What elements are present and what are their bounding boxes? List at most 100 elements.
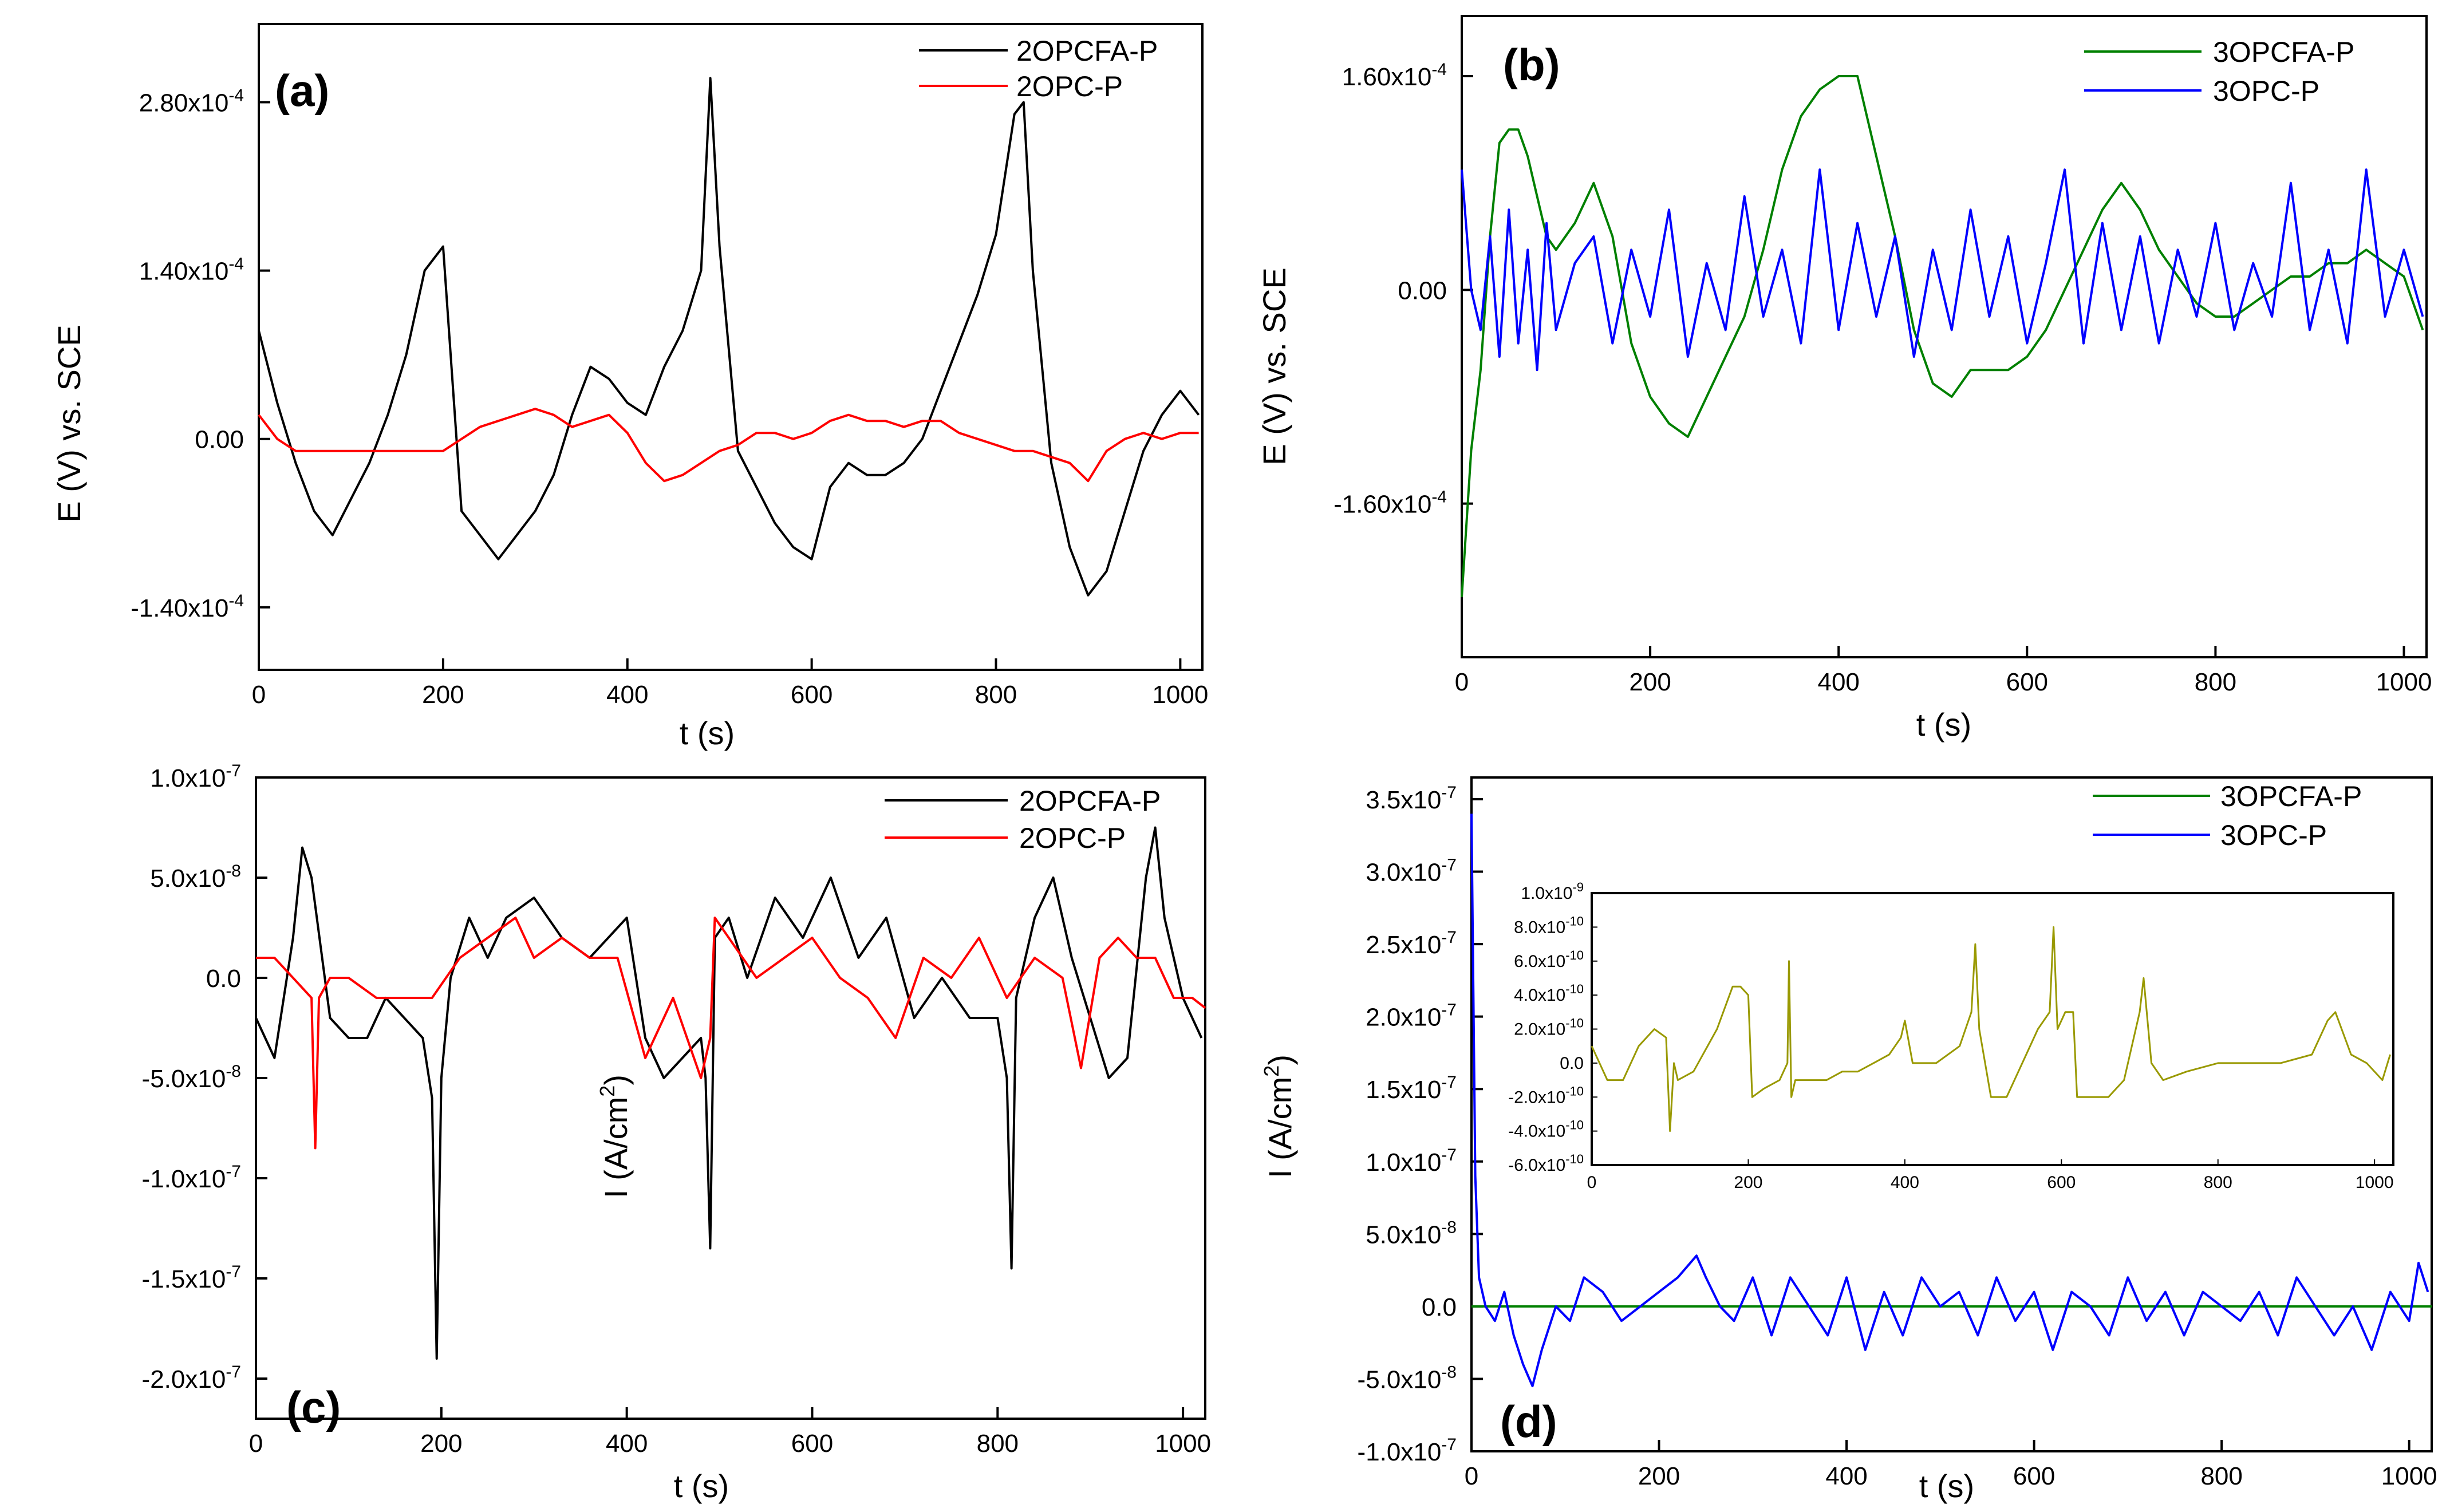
panel-d-ytick-label-8: 3.0x10-7: [1366, 856, 1457, 887]
panel-b-ytick-label-0-base: -1.60x10: [1334, 491, 1431, 519]
inset-series: [1591, 926, 2391, 1132]
panel-d-ylabel-exponent: 2: [1260, 1065, 1283, 1077]
panel-c-ylabel-exponent: 2: [595, 1085, 619, 1097]
panel-b-ytick-label-0-exponent: -4: [1431, 488, 1447, 507]
panel-d-ytick-label-4-exponent: -7: [1441, 1146, 1457, 1164]
panel-a-plot-area: 0 200 400 600 800 1000-1.40x10-40.001.40x10-4…: [131, 23, 1208, 709]
panel-c-ylabel-text: I (A/cm: [598, 1097, 634, 1198]
panel-d-xtick-label-1: 200: [1638, 1462, 1680, 1490]
panel-d-frame: [1470, 776, 2433, 1452]
panel-b-legend: 3OPCFA-P 3OPC-P: [2084, 36, 2354, 107]
panel-d-ytick-label-9-base: 3.5x10: [1366, 786, 1441, 814]
panel-a-xtick-label-1: 200: [422, 681, 464, 709]
panel-b-xlabel: t (s): [1916, 706, 1971, 743]
panel-c-xtick-label-3: 600: [791, 1430, 833, 1458]
inset-ytick-label-7: 8.0x10-10: [1514, 914, 1584, 937]
panel-b-ytick-label-0: -1.60x10-4: [1334, 488, 1447, 519]
panel-c-xtick-label-2: 400: [606, 1430, 648, 1458]
inset-ytick-label-3: 0.0: [1560, 1054, 1584, 1073]
panel-b-xtick-label-1: 200: [1629, 668, 1671, 696]
panel-c-ytick-label-1-exponent: -7: [226, 1262, 241, 1281]
panel-d-ytick-label-5-base: 1.5x10: [1366, 1076, 1441, 1104]
inset-ytick-label-7-exponent: -10: [1565, 914, 1584, 928]
panel-b-frame: [1461, 15, 2428, 658]
panel-a-legend-label-1: 2OPCFA-P: [1016, 35, 1158, 67]
panel-c-ytick-label-1-base: -1.5x10: [142, 1265, 226, 1293]
panel-b-label: (b): [1503, 40, 1560, 90]
panel-c-ylabel: I (A/cm2): [595, 1075, 634, 1198]
panel-b-ytick-label-1: 0.00: [1398, 277, 1447, 305]
panel-c-ytick-label-3: -5.0x10-8: [142, 1062, 241, 1093]
panel-d-ytick-label-9-exponent: -7: [1441, 783, 1457, 802]
panel-a-xtick-label-2: 400: [606, 681, 648, 709]
panel-a-legend-label-2: 2OPC-P: [1016, 70, 1123, 102]
panel-d-inset: 0 200 400 600 800 1000-6.0x10-10-4.0x10-10-2.…: [1508, 880, 2394, 1192]
panel-d-ytick-label-1-exponent: -8: [1441, 1363, 1457, 1381]
panel-b-plot-area: 0 200 400 600 800 1000-1.60x10-40.001.60x10-4: [1334, 15, 2432, 696]
panel-c-legend-label-1: 2OPCFA-P: [1019, 785, 1161, 817]
panel-c-xlabel: t (s): [674, 1468, 729, 1504]
panel-d-ylabel-close: ): [1262, 1055, 1298, 1065]
panel-d-ytick-label-3-exponent: -8: [1441, 1218, 1457, 1237]
inset-ytick-label-2: -2.0x10-10: [1508, 1084, 1584, 1107]
panel-d-label: (d): [1500, 1396, 1557, 1447]
panel-d-xtick-label-2: 400: [1825, 1462, 1867, 1490]
panel-b: E (V) vs. SCE t (s) (b) 3OPCFA-P 3OPC-P …: [1256, 15, 2432, 743]
panel-c-ytick-label-0-exponent: -7: [226, 1363, 241, 1381]
panel-d-ytick-label-7: 2.5x10-7: [1366, 928, 1457, 959]
panel-c-ytick-label-6: 1.0x10-7: [150, 761, 241, 792]
panel-a-ytick-label-2: 1.40x10-4: [139, 255, 244, 286]
panel-d-xlabel: t (s): [1919, 1468, 1974, 1504]
inset-xtick-label-5: 1000: [2356, 1173, 2394, 1192]
panel-a-xtick-label-3: 600: [791, 681, 833, 709]
inset-ytick-label-1-exponent: -10: [1565, 1118, 1584, 1132]
panel-c-ytick-label-3-exponent: -8: [226, 1062, 241, 1081]
panel-a-series-2OPC-P: [258, 408, 1199, 483]
panel-d-ytick-label-6-exponent: -7: [1441, 1001, 1457, 1020]
panel-a-ytick-label-2-exponent: -4: [228, 255, 244, 274]
panel-b-series-3OPCFA-P: [1461, 75, 2424, 598]
inset-ytick-label-1: -4.0x10-10: [1508, 1118, 1584, 1141]
inset-ytick-label-5: 4.0x10-10: [1514, 982, 1584, 1005]
inset-xtick-label-4: 800: [2204, 1173, 2232, 1192]
inset-ytick-label-5-base: 4.0x10: [1514, 986, 1565, 1005]
panel-c-xtick-label-5: 1000: [1155, 1430, 1211, 1458]
panel-b-legend-label-1: 3OPCFA-P: [2213, 36, 2354, 68]
panel-c-ytick-label-5: 5.0x10-8: [150, 862, 241, 893]
panel-d-ytick-label-6-base: 2.0x10: [1366, 1004, 1441, 1032]
panel-c-ytick-label-3-base: -5.0x10: [142, 1065, 226, 1093]
panel-c-xtick-label-4: 800: [977, 1430, 1019, 1458]
panel-d-ytick-label-3: 5.0x10-8: [1366, 1218, 1457, 1249]
panel-d-ytick-label-7-exponent: -7: [1441, 928, 1457, 947]
panel-b-ytick-label-2-exponent: -4: [1431, 60, 1447, 79]
panel-d-ytick-label-2: 0.0: [1422, 1293, 1457, 1321]
panel-b-ytick-label-2-base: 1.60x10: [1342, 63, 1432, 91]
inset-ytick-label-2-base: -2.0x10: [1508, 1088, 1565, 1107]
panel-a-series-2OPCFA-P: [258, 77, 1200, 597]
inset-ytick-label-8-exponent: -9: [1572, 880, 1584, 894]
panel-a-ytick-label-3-exponent: -4: [228, 86, 244, 105]
panel-a-ylabel: E (V) vs. SCE: [51, 325, 87, 522]
panel-d-ytick-label-4: 1.0x10-7: [1366, 1146, 1457, 1177]
panel-a-xtick-label-5: 1000: [1152, 681, 1208, 709]
panel-d-ytick-label-0-base: -1.0x10: [1358, 1438, 1442, 1466]
panel-d-legend-label-2: 3OPC-P: [2220, 819, 2327, 851]
panel-a-ytick-label-3: 2.80x10-4: [139, 86, 244, 117]
inset-background: [1592, 893, 2393, 1165]
panel-c-ytick-label-5-exponent: -8: [226, 862, 241, 881]
panel-d-ylabel: I (A/cm2): [1260, 1055, 1298, 1178]
inset-ytick-label-4: 2.0x10-10: [1514, 1016, 1584, 1039]
panel-d-series-3OPC-P: [1470, 814, 2429, 1388]
panel-d-ytick-label-3-base: 5.0x10: [1366, 1221, 1441, 1249]
panel-d-xtick-label-0: 0: [1465, 1462, 1478, 1490]
panel-a-label: (a): [275, 65, 329, 116]
panel-b-xtick-label-4: 800: [2195, 668, 2236, 696]
panel-a-ytick-label-0: -1.40x10-4: [131, 591, 244, 622]
inset-ytick-label-5-exponent: -10: [1565, 982, 1584, 996]
panel-c-ytick-label-2: -1.0x10-7: [142, 1162, 241, 1193]
panel-d-ytick-label-6: 2.0x10-7: [1366, 1001, 1457, 1032]
panel-d-ytick-label-7-base: 2.5x10: [1366, 931, 1441, 959]
panel-a: E (V) vs. SCE t (s) (a) 2OPCFA-P 2OPC-P …: [51, 23, 1208, 751]
panel-c-ytick-label-2-exponent: -7: [226, 1162, 241, 1181]
